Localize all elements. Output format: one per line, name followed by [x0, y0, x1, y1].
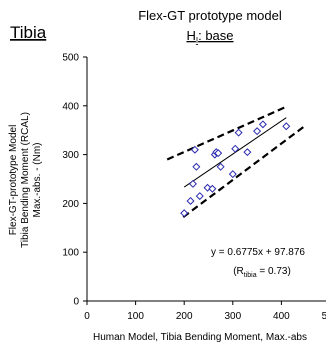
y-tick-label: 100 — [62, 248, 79, 259]
data-point — [253, 127, 262, 136]
subtitle-rest: : base — [198, 28, 233, 43]
chart-subtitle: HI: base — [186, 28, 233, 45]
data-point — [282, 122, 291, 131]
r-annotation: (Rtibia = 0.73) — [233, 266, 291, 279]
data-point — [208, 184, 217, 193]
y-tick-label: 500 — [62, 53, 79, 64]
data-point — [195, 192, 204, 201]
data-point — [188, 179, 197, 188]
subtitle-sub: I — [196, 36, 198, 45]
y-tick-label: 0 — [73, 297, 79, 308]
bound-line — [182, 124, 307, 218]
data-point — [243, 148, 252, 157]
equation: y = 0.6775x + 97.876 — [211, 247, 305, 258]
x-tick-label: 400 — [273, 311, 290, 322]
r-sub: tibia — [244, 272, 257, 279]
data-point — [216, 162, 225, 171]
data-point — [231, 144, 240, 153]
r-open: (R — [233, 266, 244, 277]
x-axis-label: Human Model, Tibia Bending Moment, Max.-… — [93, 332, 307, 343]
data-point — [192, 162, 201, 171]
x-tick-label: 300 — [224, 311, 241, 322]
panel-label: Tibia — [10, 23, 47, 42]
y-axis-label-line: Tibia Bending Moment (RCAL) — [20, 112, 31, 248]
data-point — [214, 149, 223, 158]
x-tick-label: 0 — [84, 311, 90, 322]
y-tick-label: 200 — [62, 199, 79, 210]
x-tick-label: 200 — [176, 311, 193, 322]
y-axis-label: Flex-GT-prototype Model Tibia Bending Mo… — [8, 112, 43, 248]
y-axis-label-line: Flex-GT-prototype Model — [8, 125, 19, 236]
data-point — [234, 128, 243, 137]
x-tick-label: 100 — [127, 311, 144, 322]
r-rest: = 0.73) — [257, 266, 291, 277]
data-point — [190, 145, 199, 154]
x-tick-label: 500 — [322, 311, 326, 322]
y-tick-label: 400 — [62, 101, 79, 112]
bound-line — [166, 105, 287, 161]
subtitle-main: H — [186, 28, 195, 43]
data-point — [228, 170, 237, 179]
chart-title: Flex-GT prototype model — [138, 8, 282, 23]
data-point — [180, 209, 189, 218]
y-axis-label-line: Max.-abs. - (Nm) — [32, 143, 43, 218]
data-point — [258, 120, 267, 129]
y-tick-label: 300 — [62, 150, 79, 161]
data-point — [186, 196, 195, 205]
